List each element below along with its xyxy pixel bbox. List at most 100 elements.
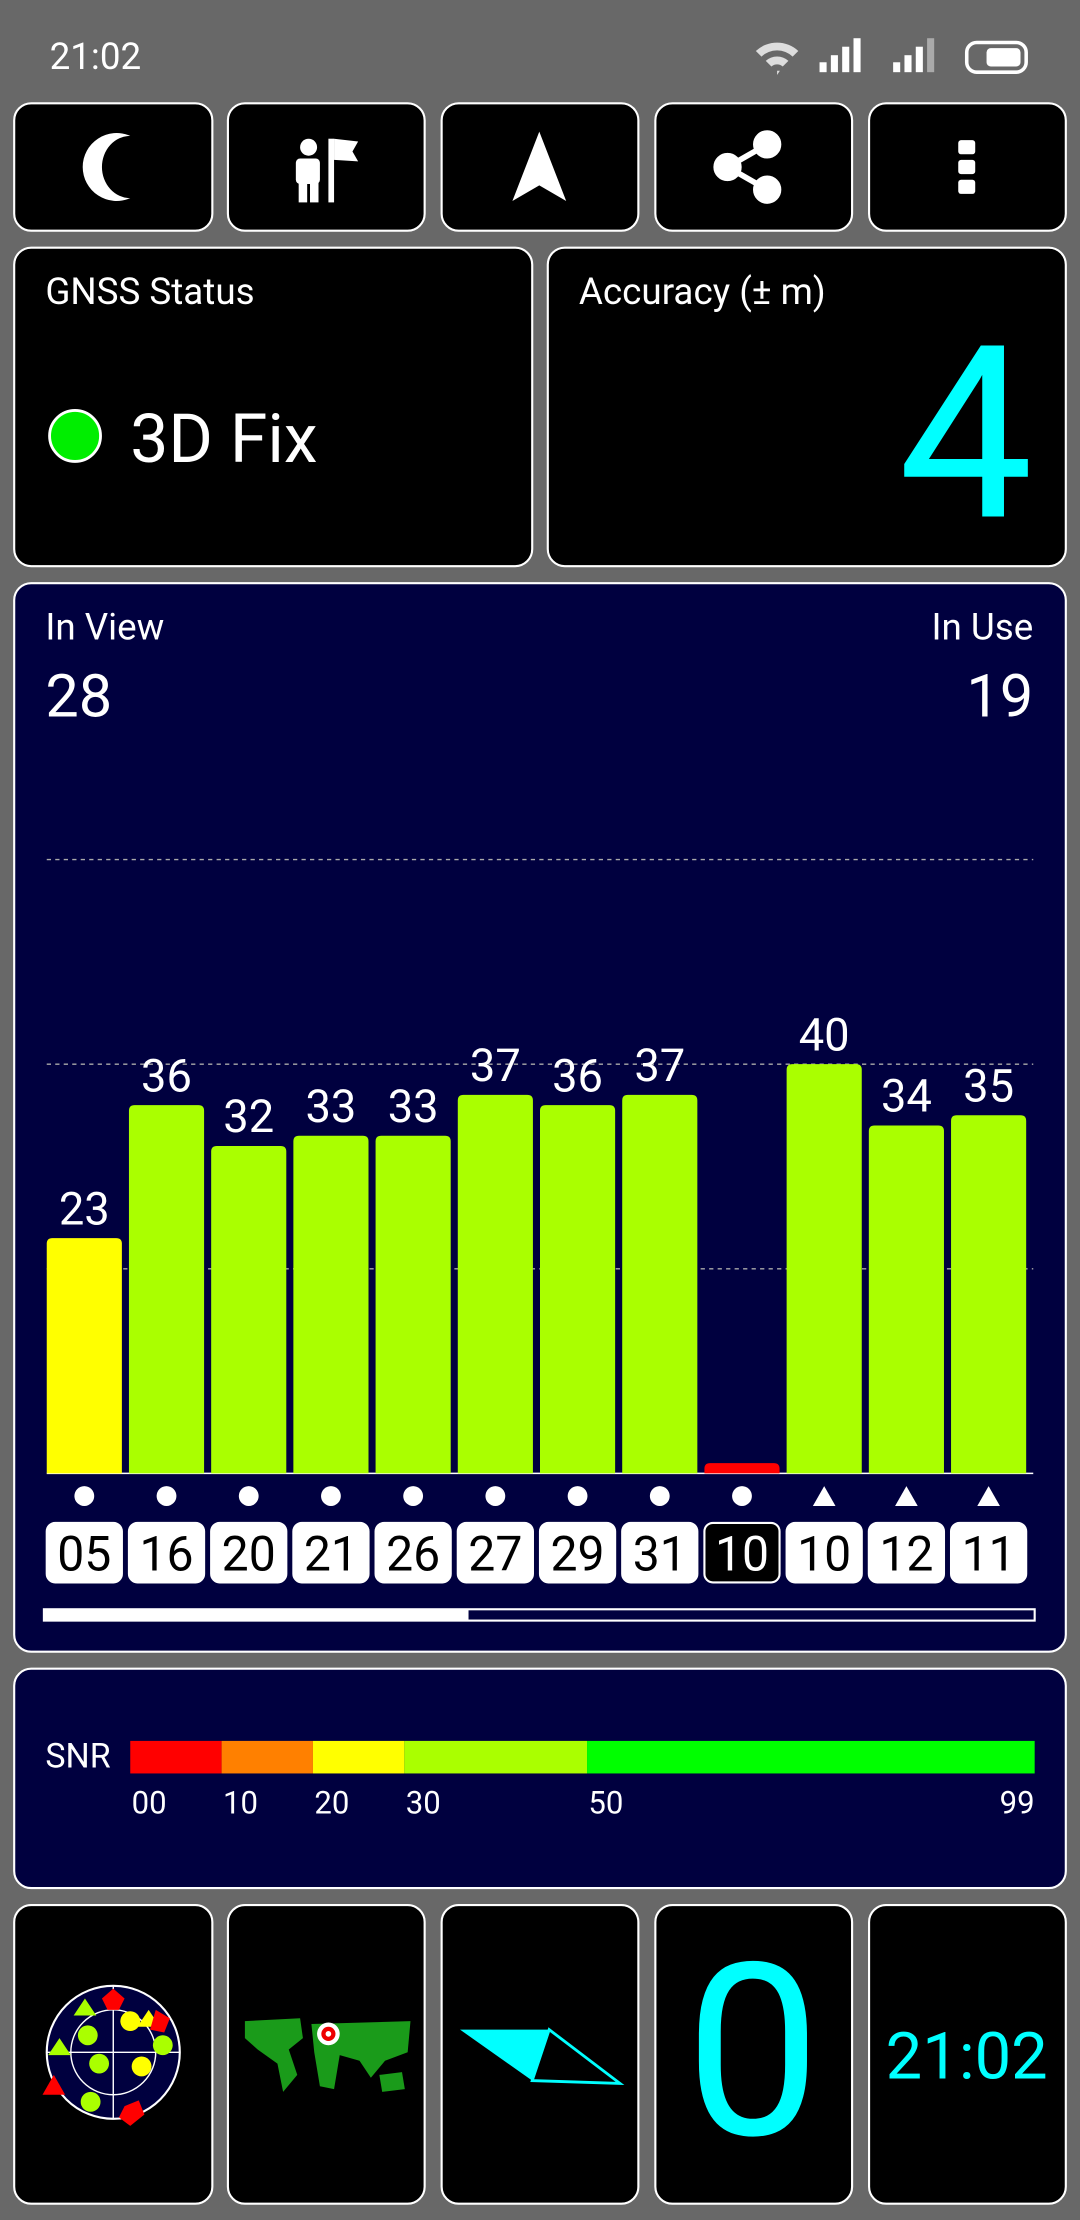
share-button[interactable] bbox=[654, 102, 854, 232]
satellite-id-box[interactable] bbox=[538, 1521, 617, 1584]
accuracy-title: Accuracy (± m) bbox=[579, 270, 826, 313]
satellite-id-box[interactable] bbox=[374, 1521, 452, 1584]
snr-scale: 00 10 20 30 50 99 bbox=[130, 1740, 1035, 1822]
in-use-label: In Use bbox=[931, 606, 1033, 649]
constellation-marker bbox=[977, 1486, 1000, 1506]
satellite-id: 27 bbox=[468, 1526, 522, 1583]
constellation-marker bbox=[485, 1486, 506, 1506]
snr-segment bbox=[130, 1740, 222, 1774]
satellite-id: 05 bbox=[57, 1526, 111, 1583]
sky-plot-icon bbox=[42, 1984, 181, 2126]
scrollbar-thumb[interactable] bbox=[43, 1609, 469, 1621]
satellite-id: 20 bbox=[222, 1526, 276, 1583]
value-label: 40 bbox=[799, 1009, 850, 1062]
satellite-id-box[interactable] bbox=[45, 1521, 123, 1584]
menu-icon bbox=[958, 140, 976, 194]
snr-tick-label: 10 bbox=[223, 1785, 258, 1822]
satellite-id: 10 bbox=[797, 1526, 851, 1583]
constellation-marker bbox=[732, 1486, 752, 1506]
snr-tick-label: 20 bbox=[314, 1785, 349, 1822]
clock-tile bbox=[868, 1904, 1067, 2205]
accuracy-tile bbox=[546, 246, 1067, 568]
constellation-marker bbox=[812, 1486, 836, 1506]
gnss-status-tile bbox=[13, 246, 534, 568]
satellite-id-box[interactable] bbox=[456, 1521, 534, 1584]
satellite-id-box[interactable] bbox=[867, 1521, 946, 1584]
snr-segment bbox=[312, 1740, 405, 1774]
satellite-id-box[interactable] bbox=[703, 1521, 781, 1584]
value-label: 37 bbox=[634, 1040, 685, 1093]
satellite-id: 11 bbox=[962, 1526, 1016, 1583]
value-label: 35 bbox=[963, 1061, 1014, 1114]
satellite-id: 16 bbox=[139, 1526, 193, 1583]
satellite-id-box[interactable] bbox=[621, 1521, 699, 1584]
satellite-id: 31 bbox=[633, 1526, 687, 1583]
constellation-marker bbox=[74, 1486, 95, 1506]
in-view-label: In View bbox=[45, 606, 164, 649]
snr-tick-label: 99 bbox=[1000, 1785, 1035, 1822]
constellation-marker bbox=[321, 1486, 341, 1506]
bar bbox=[128, 1105, 205, 1474]
satellite-id: 29 bbox=[551, 1526, 605, 1583]
constellation-marker bbox=[156, 1486, 177, 1506]
in-view-count: 28 bbox=[45, 661, 112, 731]
value-label: 36 bbox=[552, 1050, 603, 1103]
arrow-icon bbox=[512, 131, 567, 201]
clock-value: 21:02 bbox=[886, 2019, 1048, 2095]
value-label: 33 bbox=[388, 1081, 439, 1134]
constellation-marker bbox=[895, 1486, 918, 1506]
snr-chart: 23 05 36 16 32 20 33 21 33 26 37 27 36 29 37 31 10 40 10 34… bbox=[45, 858, 1034, 1584]
person-flag-icon bbox=[295, 138, 359, 203]
snr-segment bbox=[221, 1740, 313, 1774]
satellite-id-box[interactable] bbox=[785, 1521, 863, 1584]
value-label: 32 bbox=[223, 1091, 274, 1144]
value-label: 34 bbox=[881, 1071, 932, 1124]
bar bbox=[704, 1463, 780, 1474]
toolbar bbox=[13, 102, 1067, 232]
bar bbox=[951, 1115, 1027, 1474]
moon-icon bbox=[82, 133, 131, 201]
snr-label: SNR bbox=[45, 1736, 110, 1776]
waypoint-button[interactable] bbox=[226, 102, 426, 232]
gnss-status-title: GNSS Status bbox=[45, 270, 254, 313]
value-label: 23 bbox=[59, 1183, 110, 1236]
fix-status: 3D Fix bbox=[130, 399, 317, 479]
share-icon bbox=[713, 130, 782, 204]
snr-tick-label: 00 bbox=[132, 1785, 167, 1822]
satellite-id: 12 bbox=[879, 1526, 933, 1583]
constellation-marker bbox=[403, 1486, 424, 1506]
bar bbox=[211, 1146, 287, 1474]
snr-segment bbox=[587, 1740, 1035, 1774]
constellation-marker bbox=[238, 1486, 259, 1506]
bar bbox=[786, 1064, 862, 1474]
status-icons bbox=[755, 38, 1028, 76]
bar bbox=[868, 1125, 944, 1474]
satellite-id-box[interactable] bbox=[949, 1521, 1028, 1584]
satellite-id-box[interactable] bbox=[210, 1521, 288, 1584]
night-mode-button[interactable] bbox=[13, 102, 214, 232]
bar bbox=[540, 1105, 616, 1474]
bar bbox=[46, 1238, 122, 1474]
satellite-id-box[interactable] bbox=[292, 1521, 370, 1584]
value-label: 33 bbox=[305, 1081, 356, 1134]
bar bbox=[622, 1094, 698, 1474]
compass-icon bbox=[460, 2027, 625, 2085]
snr-tick-label: 50 bbox=[588, 1785, 623, 1822]
satellite-id: 26 bbox=[386, 1526, 440, 1583]
constellation-marker bbox=[567, 1486, 588, 1506]
bar bbox=[375, 1135, 451, 1474]
accuracy-value: 4 bbox=[898, 294, 1033, 576]
satellite-id-box[interactable] bbox=[127, 1521, 206, 1584]
constellation-marker bbox=[649, 1486, 670, 1506]
in-use-count: 19 bbox=[966, 661, 1033, 731]
status-time: 21:02 bbox=[50, 35, 142, 78]
fix-indicator bbox=[48, 409, 102, 463]
bar bbox=[457, 1094, 533, 1474]
snr-segment bbox=[404, 1740, 588, 1774]
value-label: 37 bbox=[470, 1040, 521, 1093]
value-label: 36 bbox=[141, 1050, 192, 1103]
world-map-icon bbox=[242, 2018, 411, 2095]
speed-value: 0 bbox=[685, 1911, 820, 2193]
